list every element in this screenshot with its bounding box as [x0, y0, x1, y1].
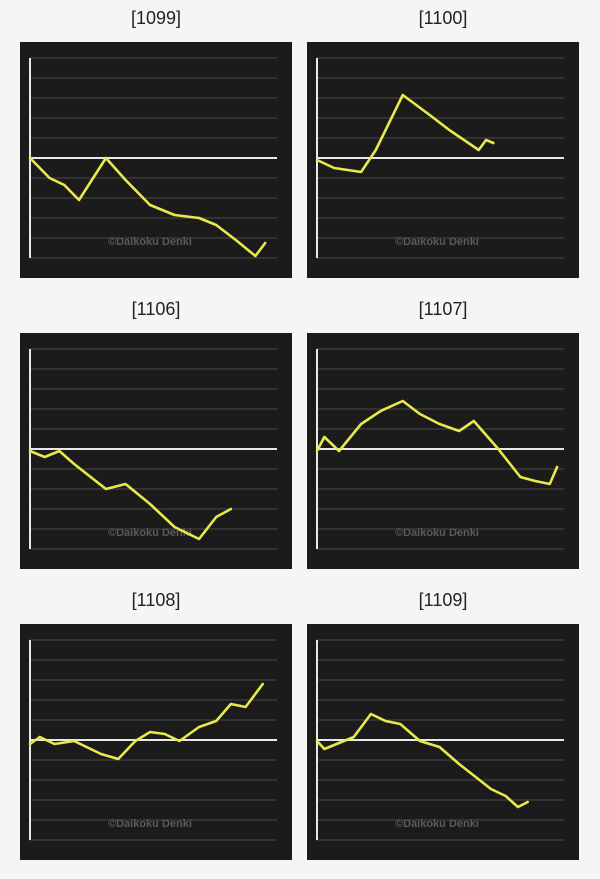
watermark: ©Daikoku Denki — [395, 236, 479, 248]
chart-title: [1099] — [131, 8, 181, 28]
line — [315, 712, 529, 809]
plot-background — [20, 42, 292, 278]
chart-panel: ©Daikoku Denki — [20, 624, 292, 860]
chart-title: [1106] — [132, 299, 181, 319]
chart-title: [1109] — [419, 590, 468, 610]
watermark: ©Daikoku Denki — [395, 818, 479, 830]
plot-background — [307, 333, 579, 569]
chart-panel: ©Daikoku Denki — [20, 333, 292, 569]
line — [28, 682, 265, 761]
plot-background — [20, 333, 292, 569]
chart-title: [1108] — [132, 590, 181, 610]
chart-title: [1100] — [419, 8, 468, 28]
line — [315, 399, 559, 486]
watermark: ©Daikoku Denki — [108, 527, 192, 539]
line — [28, 156, 267, 258]
chart-panel: ©Daikoku Denki — [307, 333, 579, 569]
chart-panel: ©Daikoku Denki — [307, 42, 579, 278]
chart-panel: ©Daikoku Denki — [20, 42, 292, 278]
plot-background — [307, 42, 579, 278]
watermark: ©Daikoku Denki — [108, 818, 192, 830]
watermark: ©Daikoku Denki — [395, 527, 479, 539]
chart-title: [1107] — [419, 299, 468, 319]
line — [315, 93, 495, 174]
watermark: ©Daikoku Denki — [108, 236, 192, 248]
chart-panel: ©Daikoku Denki — [307, 624, 579, 860]
line — [28, 449, 233, 541]
plot-background — [307, 624, 579, 860]
